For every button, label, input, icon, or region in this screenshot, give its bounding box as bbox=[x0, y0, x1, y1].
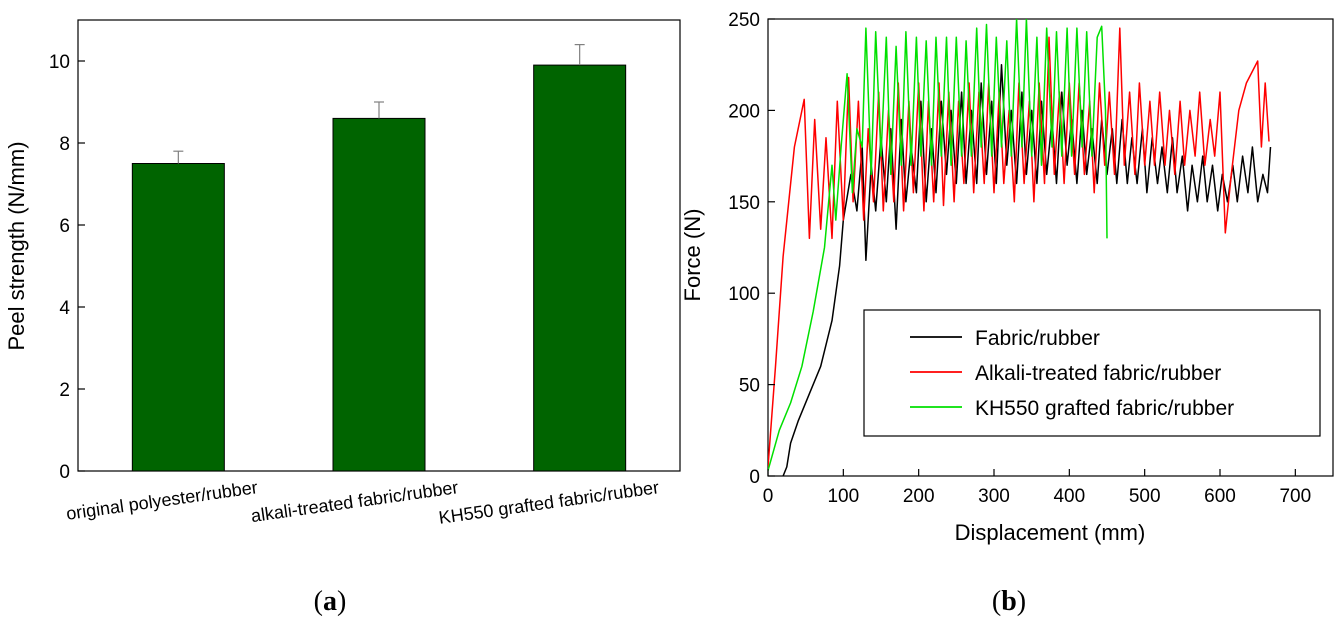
y-tick-label: 0 bbox=[749, 467, 760, 488]
y-tick-label: 0 bbox=[59, 462, 70, 483]
legend-label: Fabric/rubber bbox=[975, 327, 1100, 350]
x-tick-label: 700 bbox=[1279, 486, 1311, 507]
line-chart-y-axis-label: Force (N) bbox=[680, 209, 705, 302]
y-tick-label: 150 bbox=[728, 193, 760, 214]
bar-chart-y-ticks: 0 2 4 6 8 10 bbox=[49, 52, 85, 483]
legend-label: Alkali-treated fabric/rubber bbox=[975, 362, 1221, 385]
legend-label: KH550 grafted fabric/rubber bbox=[975, 397, 1234, 420]
y-tick-label: 50 bbox=[739, 376, 760, 397]
category-label: KH550 grafted fabric/rubber bbox=[437, 477, 660, 528]
y-tick-label: 2 bbox=[59, 380, 70, 401]
x-tick-label: 100 bbox=[827, 486, 859, 507]
bar-chart-panel: 0 2 4 6 8 10 original polyester/rubberalkali-… bbox=[4, 19, 681, 528]
bar bbox=[332, 117, 426, 472]
series-line-1 bbox=[782, 63, 1272, 476]
line-chart-legend: Fabric/rubber Alkali-treated fabric/rubbe… bbox=[863, 309, 1321, 437]
y-tick-label: 8 bbox=[59, 134, 70, 155]
line-chart-panel: 0 50 100 150 200 250 0 100 200 300 400 500 600 700 D… bbox=[680, 10, 1334, 545]
line-chart-x-axis-label: Displacement (mm) bbox=[955, 520, 1146, 545]
panel-letter-a: a bbox=[323, 586, 337, 617]
panel-label-b: (b) bbox=[992, 586, 1026, 617]
series-line-3 bbox=[768, 19, 1108, 471]
bar bbox=[533, 64, 627, 472]
y-tick-label: 6 bbox=[59, 216, 70, 237]
x-tick-label: 300 bbox=[978, 486, 1010, 507]
panel-letter-b: b bbox=[1001, 586, 1017, 617]
line-chart-series-lines bbox=[768, 19, 1272, 476]
category-label: original polyester/rubber bbox=[65, 477, 259, 524]
bar-chart-y-axis-label: Peel strength (N/mm) bbox=[4, 141, 29, 350]
y-tick-label: 10 bbox=[49, 52, 70, 73]
line-chart-y-ticks: 0 50 100 150 200 250 bbox=[728, 10, 775, 488]
panel-label-a: (a) bbox=[314, 586, 347, 617]
y-tick-label: 4 bbox=[59, 298, 70, 319]
x-tick-label: 600 bbox=[1204, 486, 1236, 507]
y-tick-label: 250 bbox=[728, 10, 760, 31]
y-tick-label: 200 bbox=[728, 101, 760, 122]
line-chart-plot-frame bbox=[767, 18, 1334, 477]
bar-chart-category-labels: original polyester/rubberalkali-treated … bbox=[65, 477, 660, 528]
x-tick-label: 500 bbox=[1129, 486, 1161, 507]
legend-box bbox=[863, 309, 1321, 437]
line-chart-x-ticks: 0 100 200 300 400 500 600 700 bbox=[763, 469, 1311, 507]
y-tick-label: 100 bbox=[728, 284, 760, 305]
bar-chart-bars bbox=[131, 43, 627, 472]
x-tick-label: 0 bbox=[763, 486, 774, 507]
category-label: alkali-treated fabric/rubber bbox=[250, 477, 460, 526]
x-tick-label: 400 bbox=[1053, 486, 1085, 507]
x-tick-label: 200 bbox=[903, 486, 935, 507]
bar bbox=[131, 163, 225, 472]
series-line-2 bbox=[768, 27, 1270, 467]
